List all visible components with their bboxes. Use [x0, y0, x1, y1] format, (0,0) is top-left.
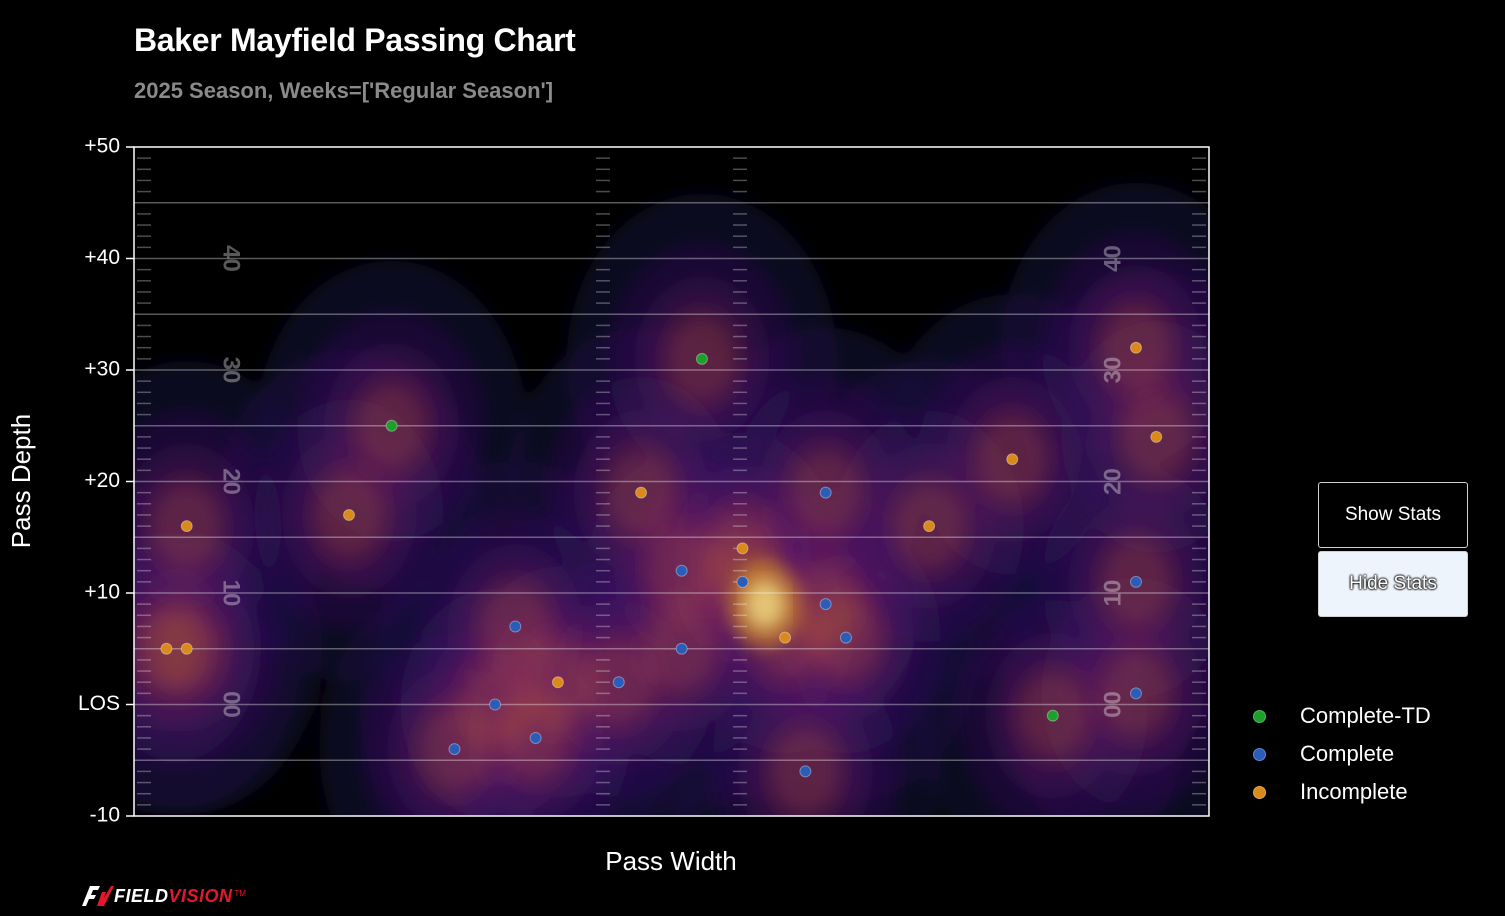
point-incomplete — [180, 642, 193, 655]
logo-text: FIELDVISION — [114, 886, 233, 907]
yard-number-right: 20 — [1099, 468, 1126, 495]
point-incomplete — [736, 542, 749, 555]
hide-stats-button[interactable]: Hide Stats — [1318, 551, 1468, 617]
y-tick-label: -10 — [90, 804, 120, 827]
point-incomplete — [551, 676, 564, 689]
point-complete — [1129, 687, 1142, 700]
yard-number-left: 10 — [218, 580, 245, 607]
logo-icon — [82, 886, 114, 906]
chart-title: Baker Mayfield Passing Chart — [134, 22, 576, 58]
y-tick-label: +30 — [84, 358, 120, 381]
logo-text-accent: VISION — [168, 885, 233, 906]
density-overlay — [134, 182, 1209, 816]
point-incomplete — [160, 642, 173, 655]
legend-item-complete-td[interactable]: Complete-TD — [1246, 697, 1431, 735]
point-complete-td — [695, 352, 708, 365]
point-incomplete — [180, 520, 193, 533]
point-complete — [489, 698, 502, 711]
yard-number-left: 20 — [218, 468, 245, 495]
point-incomplete — [923, 520, 936, 533]
fieldvision-logo: FIELDVISION TM — [80, 884, 246, 908]
yard-number-right: 30 — [1099, 357, 1126, 384]
field-markings — [134, 157, 1209, 806]
logo-trademark: TM — [234, 888, 247, 898]
y-tick-label: +20 — [84, 469, 120, 492]
point-incomplete — [635, 486, 648, 499]
point-complete — [819, 598, 832, 611]
yard-number-right: 40 — [1099, 245, 1126, 272]
point-complete — [612, 676, 625, 689]
point-complete-td — [1046, 709, 1059, 722]
point-complete — [1129, 575, 1142, 588]
point-complete — [448, 743, 461, 756]
point-complete — [736, 575, 749, 588]
x-axis-label: Pass Width — [605, 846, 737, 876]
legend: Complete-TD Complete Incomplete — [1246, 697, 1431, 811]
point-complete — [839, 631, 852, 644]
point-incomplete — [343, 508, 355, 521]
yard-number-left: 30 — [218, 357, 245, 384]
point-complete — [675, 642, 688, 655]
legend-item-incomplete[interactable]: Incomplete — [1246, 773, 1431, 811]
yard-numbers: 40 40 30 30 20 20 10 10 00 00 — [218, 245, 1127, 718]
point-complete — [675, 564, 688, 577]
point-incomplete — [1129, 341, 1142, 354]
legend-dot-complete — [1253, 747, 1266, 761]
y-tick-label: +10 — [84, 581, 120, 604]
point-complete-td — [385, 419, 398, 432]
legend-dot-incomplete — [1253, 785, 1266, 799]
legend-item-complete[interactable]: Complete — [1246, 735, 1431, 773]
yard-number-left: 40 — [218, 245, 245, 272]
point-complete — [529, 731, 542, 744]
point-incomplete — [779, 631, 792, 644]
y-axis-label: Pass Depth — [6, 414, 36, 548]
legend-label: Complete-TD — [1300, 703, 1431, 728]
y-tick-label: +50 — [84, 135, 120, 158]
point-complete — [819, 486, 832, 499]
legend-label: Complete — [1300, 741, 1395, 766]
yard-number-right: 00 — [1099, 691, 1126, 718]
legend-dot-complete-td — [1253, 709, 1266, 723]
chart-subtitle: 2025 Season, Weeks=['Regular Season'] — [134, 78, 554, 103]
point-incomplete — [1150, 430, 1163, 443]
y-tick-label: +40 — [84, 246, 120, 269]
pass-points — [160, 341, 1163, 778]
yard-number-right: 10 — [1099, 580, 1126, 607]
density-core — [744, 580, 785, 629]
point-incomplete — [1006, 453, 1019, 466]
yard-number-left: 00 — [218, 691, 245, 718]
logo-text-prefix: FIELD — [114, 885, 169, 906]
point-complete — [509, 620, 522, 633]
point-complete — [799, 765, 812, 778]
legend-label: Incomplete — [1300, 779, 1408, 804]
y-axis-ticks: +50 +40 +30 +20 +10 LOS -10 — [78, 135, 134, 827]
y-tick-label: LOS — [78, 692, 120, 715]
show-stats-button[interactable]: Show Stats — [1318, 482, 1468, 548]
